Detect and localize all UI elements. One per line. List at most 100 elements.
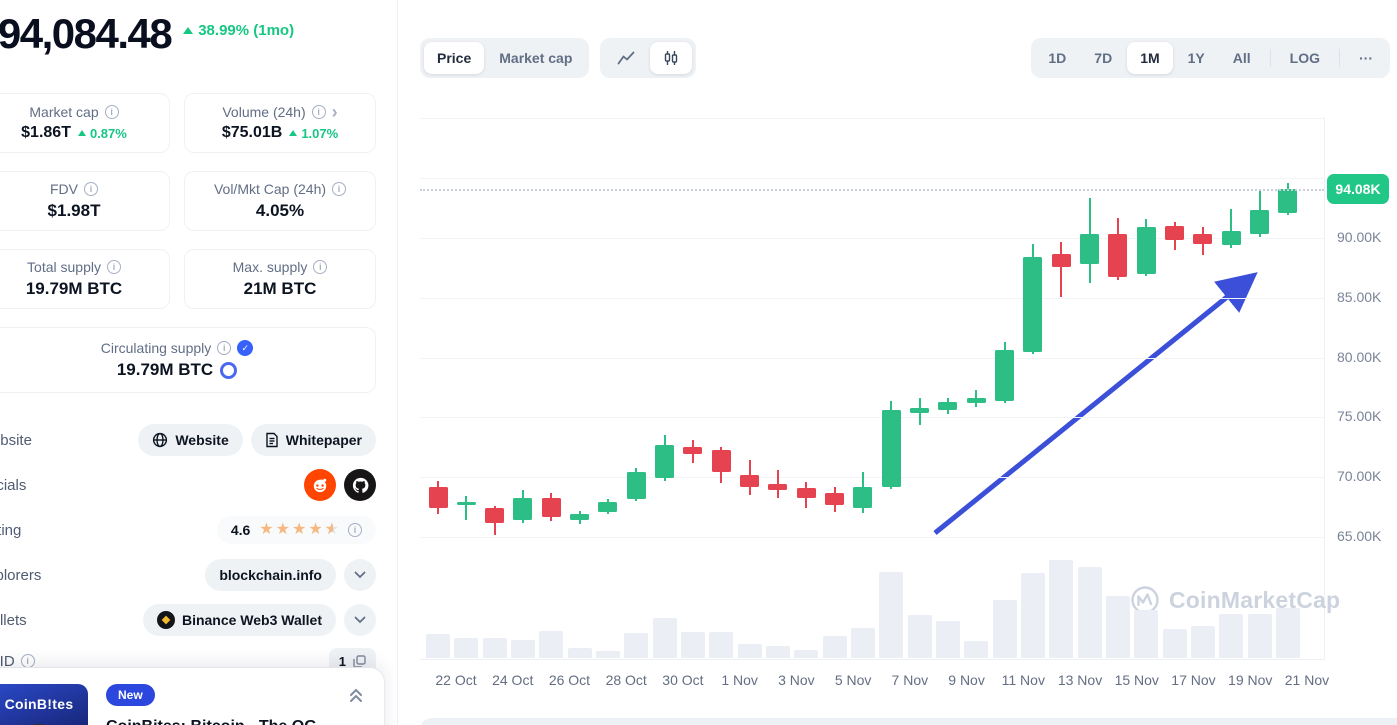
stat-label: Max. supply bbox=[232, 259, 308, 275]
range-1m[interactable]: 1M bbox=[1127, 42, 1173, 74]
candle-body bbox=[598, 502, 618, 512]
candle-body bbox=[1080, 234, 1100, 265]
coinbites-promo-card[interactable]: CoinB!tes New CoinBites: Bitcoin - The O… bbox=[0, 668, 384, 725]
reddit-icon[interactable] bbox=[304, 469, 336, 501]
candle-wick bbox=[975, 389, 978, 407]
volume-bar bbox=[964, 641, 989, 658]
candlestick-chart-icon bbox=[664, 51, 678, 65]
x-tick-label: 21 Nov bbox=[1284, 672, 1330, 688]
info-icon[interactable]: i bbox=[348, 523, 362, 537]
x-tick-label: 13 Nov bbox=[1057, 672, 1103, 688]
candle-body bbox=[938, 401, 958, 411]
next-section-edge bbox=[420, 718, 1397, 725]
gridline bbox=[420, 417, 1324, 419]
x-tick-label: 22 Oct bbox=[435, 672, 477, 688]
line-chart-button[interactable] bbox=[604, 42, 648, 74]
candle-body bbox=[881, 410, 901, 487]
trend-arrow-annotation bbox=[933, 272, 1258, 535]
info-icon[interactable]: i bbox=[313, 260, 328, 274]
wallet-link[interactable]: Binance Web3 Wallet bbox=[142, 604, 336, 636]
current-price-badge: 94.08K bbox=[1327, 174, 1389, 205]
volume-bar bbox=[426, 634, 450, 658]
candle-body bbox=[853, 486, 873, 509]
double-chevron-up-icon bbox=[350, 688, 362, 702]
log-scale-button[interactable]: LOG bbox=[1277, 42, 1333, 74]
chart-section: Price Market cap 1D 7D 1M 1Y All LOG ··· bbox=[420, 0, 1397, 725]
candle-body bbox=[1108, 234, 1128, 278]
chevron-right-icon[interactable]: › bbox=[331, 102, 338, 122]
y-axis: 90.00K 85.00K 80.00K 75.00K 70.00K 65.00K 94.0… bbox=[1325, 117, 1397, 660]
x-axis: 22 Oct 24 Oct 26 Oct 28 Oct 30 Oct 1 Nov 3 Nov… bbox=[420, 672, 1329, 692]
y-tick-label: 65.00K bbox=[1337, 528, 1382, 545]
info-icon[interactable]: i bbox=[311, 105, 326, 119]
range-7d[interactable]: 7D bbox=[1081, 42, 1125, 74]
verified-badge-icon: ✓ bbox=[237, 340, 254, 356]
info-icon[interactable]: i bbox=[106, 260, 121, 274]
candle-body bbox=[541, 497, 561, 517]
volume-bar bbox=[1077, 567, 1102, 658]
price-marketcap-toggle: Price Market cap bbox=[420, 38, 590, 78]
candle-body bbox=[456, 502, 476, 505]
candle-body bbox=[1278, 189, 1298, 213]
candlestick-chart-button[interactable] bbox=[650, 42, 692, 74]
x-tick-label: 30 Oct bbox=[662, 672, 704, 688]
volume-bar bbox=[652, 618, 677, 658]
info-icon[interactable]: i bbox=[84, 182, 98, 196]
website-button[interactable]: Website bbox=[138, 424, 243, 456]
info-icon[interactable]: i bbox=[20, 654, 35, 668]
stat-value: $75.01B bbox=[221, 124, 283, 141]
volume-bar bbox=[624, 633, 649, 658]
website-row: Website Website Whitepaper bbox=[0, 424, 376, 456]
github-icon[interactable] bbox=[344, 469, 376, 501]
stat-label: Total supply bbox=[27, 259, 101, 275]
candlestick-chart[interactable]: CoinMarketCap bbox=[420, 117, 1340, 660]
stat-label: FDV bbox=[50, 181, 78, 197]
explorers-expand-button[interactable] bbox=[344, 559, 376, 591]
volume-bar bbox=[1134, 610, 1159, 658]
candle-body bbox=[513, 497, 533, 521]
gridline bbox=[420, 178, 1324, 180]
stat-card-total-supply: Total supply i 19.79M BTC bbox=[0, 249, 170, 309]
wallets-expand-button[interactable] bbox=[344, 604, 376, 636]
range-1d[interactable]: 1D bbox=[1035, 42, 1079, 74]
range-all[interactable]: All bbox=[1220, 42, 1264, 74]
gridline bbox=[420, 297, 1324, 299]
x-tick-label: 9 Nov bbox=[948, 672, 985, 688]
coinmarketcap-watermark: CoinMarketCap bbox=[1130, 585, 1340, 615]
tab-price[interactable]: Price bbox=[424, 42, 485, 74]
explorer-link[interactable]: blockchain.info bbox=[205, 559, 336, 591]
chevron-down-icon bbox=[354, 571, 366, 579]
coin-price: $94,084.48 bbox=[0, 10, 173, 57]
y-tick-label: 90.00K bbox=[1337, 228, 1382, 245]
candle-wick bbox=[1230, 209, 1233, 248]
stat-value: $1.86T bbox=[21, 124, 71, 141]
volume-bar bbox=[482, 638, 507, 658]
candle-body bbox=[1165, 225, 1185, 241]
volume-bar bbox=[879, 572, 904, 658]
candle-body bbox=[1051, 253, 1071, 267]
stat-change: 1.07% bbox=[301, 125, 339, 141]
rating-row: Rating 4.6 ★★★★★★ i bbox=[0, 514, 376, 546]
whitepaper-button[interactable]: Whitepaper bbox=[250, 424, 376, 456]
binance-wallet-icon bbox=[156, 611, 175, 629]
supply-progress-ring bbox=[220, 361, 238, 379]
more-options-button[interactable]: ··· bbox=[1346, 42, 1386, 74]
info-icon[interactable]: i bbox=[332, 182, 347, 196]
x-tick-label: 5 Nov bbox=[834, 672, 872, 688]
collapse-promo-button[interactable] bbox=[346, 684, 366, 707]
volume-bar bbox=[595, 651, 620, 658]
volume-bar bbox=[1219, 614, 1244, 658]
stat-label: Volume (24h) bbox=[222, 104, 306, 120]
candle-body bbox=[683, 447, 703, 455]
volume-bar bbox=[680, 632, 705, 658]
socials-row-label: Socials bbox=[0, 476, 27, 494]
stat-value: $1.98T bbox=[47, 201, 101, 220]
separator bbox=[1339, 49, 1340, 67]
tab-market-cap[interactable]: Market cap bbox=[486, 42, 585, 74]
info-icon[interactable]: i bbox=[217, 341, 232, 355]
range-1y[interactable]: 1Y bbox=[1175, 42, 1218, 74]
up-arrow-icon bbox=[77, 130, 86, 136]
volume-bar bbox=[1162, 629, 1187, 658]
wallets-row-label: Wallets bbox=[0, 611, 27, 629]
info-icon[interactable]: i bbox=[104, 105, 119, 119]
